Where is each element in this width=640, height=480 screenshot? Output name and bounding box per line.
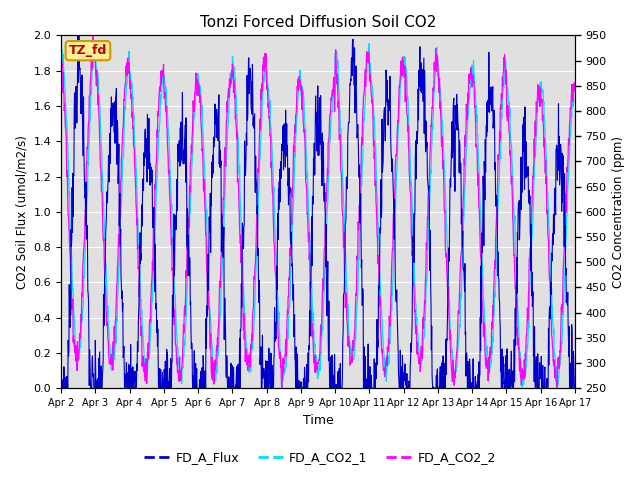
Line: FD_A_Flux: FD_A_Flux (61, 36, 575, 388)
FD_A_CO2_2 (172, 342, 179, 348)
Legend: FD_A_Flux, FD_A_CO2_1, FD_A_CO2_2: FD_A_Flux, FD_A_CO2_1, FD_A_CO2_2 (139, 446, 501, 469)
FD_A_Flux (57, 349, 65, 355)
FD_A_Flux (398, 385, 406, 391)
FD_A_Flux (465, 385, 473, 391)
FD_A_CO2_1 (465, 94, 473, 100)
FD_A_CO2_1 (571, 84, 579, 90)
FD_A_CO2_2 (571, 80, 579, 85)
FD_A_Flux (58, 385, 65, 391)
FD_A_CO2_2 (159, 70, 167, 76)
FD_A_CO2_1 (398, 71, 406, 76)
FD_A_Flux (511, 379, 518, 384)
FD_A_CO2_2 (278, 385, 285, 391)
Text: TZ_fd: TZ_fd (68, 44, 107, 57)
FD_A_CO2_1 (518, 385, 526, 391)
FD_A_CO2_1 (57, 61, 65, 67)
FD_A_CO2_1 (172, 294, 179, 300)
FD_A_Flux (230, 364, 237, 370)
FD_A_CO2_2 (511, 263, 518, 268)
Y-axis label: CO2 Soil Flux (umol/m2/s): CO2 Soil Flux (umol/m2/s) (15, 135, 28, 289)
X-axis label: Time: Time (303, 414, 333, 427)
FD_A_CO2_2 (229, 69, 237, 75)
FD_A_Flux (172, 227, 180, 232)
FD_A_CO2_2 (398, 72, 406, 78)
FD_A_CO2_1 (159, 74, 166, 80)
Y-axis label: CO2 Concentration (ppm): CO2 Concentration (ppm) (612, 136, 625, 288)
Line: FD_A_CO2_1: FD_A_CO2_1 (61, 44, 575, 388)
FD_A_CO2_1 (365, 41, 373, 47)
FD_A_CO2_2 (465, 81, 473, 86)
FD_A_Flux (159, 385, 167, 391)
FD_A_CO2_1 (229, 53, 237, 59)
Line: FD_A_CO2_2: FD_A_CO2_2 (61, 36, 575, 388)
FD_A_CO2_1 (510, 215, 518, 220)
FD_A_Flux (74, 33, 82, 38)
Title: Tonzi Forced Diffusion Soil CO2: Tonzi Forced Diffusion Soil CO2 (200, 15, 436, 30)
FD_A_Flux (571, 385, 579, 391)
FD_A_CO2_2 (57, 36, 65, 42)
FD_A_CO2_2 (89, 33, 97, 39)
